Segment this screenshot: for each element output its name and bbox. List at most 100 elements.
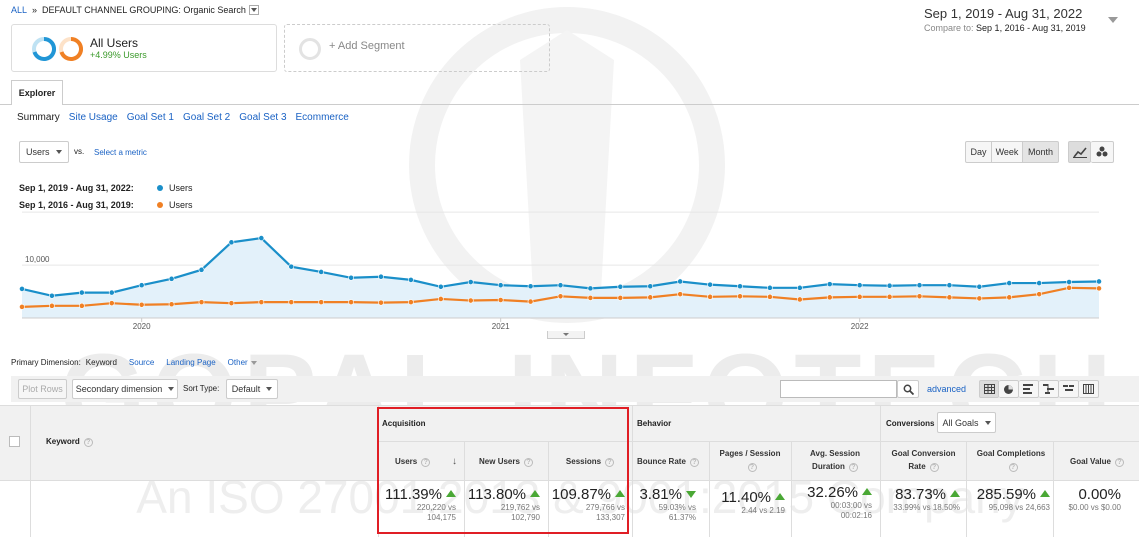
view-performance-button[interactable] xyxy=(1019,380,1039,398)
add-segment-button[interactable]: + Add Segment xyxy=(284,24,550,72)
point-current xyxy=(856,282,863,289)
col-header-goal-value[interactable]: Goal Value? xyxy=(1055,455,1139,468)
subtab-goal-set-2[interactable]: Goal Set 2 xyxy=(182,112,231,123)
point-current xyxy=(378,273,384,280)
point-previous xyxy=(318,299,325,306)
point-previous xyxy=(378,299,384,306)
segment-all-users[interactable]: All Users +4.99% Users xyxy=(11,24,277,72)
point-previous xyxy=(617,294,624,301)
line-chart-button[interactable] xyxy=(1068,141,1091,163)
granularity-month[interactable]: Month xyxy=(1023,141,1059,163)
tab-explorer-label: Explorer xyxy=(18,88,56,98)
point-previous xyxy=(1096,285,1102,292)
primary-dimension-other[interactable]: Other xyxy=(227,358,248,367)
col-header-sessions[interactable]: Sessions? xyxy=(548,455,632,468)
col-conv-rate-label: Goal Conversion Rate xyxy=(891,449,956,471)
view-table-button[interactable] xyxy=(979,380,999,398)
help-icon: ? xyxy=(1008,463,1018,472)
point-previous xyxy=(826,294,833,301)
point-previous xyxy=(288,299,295,306)
col-header-pages-session[interactable]: Pages / Session? xyxy=(709,447,791,473)
granularity-day-label: Day xyxy=(970,147,987,157)
view-term-cloud-button[interactable] xyxy=(1059,380,1079,398)
chart-resize-handle[interactable] xyxy=(547,331,585,339)
performance-view-icon xyxy=(1023,384,1033,394)
pie-view-icon xyxy=(1004,384,1013,394)
primary-dimension-keyword[interactable]: Keyword xyxy=(85,358,117,367)
primary-dimension-source[interactable]: Source xyxy=(128,358,155,367)
total-users-value: 111.39% xyxy=(385,486,442,503)
total-avg-duration: 32.26% 00:03:00 vs 00:02:16 xyxy=(793,484,872,521)
secondary-dimension-select[interactable]: Secondary dimension xyxy=(72,379,178,399)
point-previous xyxy=(228,300,235,307)
sort-desc-icon: ↓ xyxy=(452,456,457,467)
col-header-users[interactable]: Users? ↓ xyxy=(380,455,464,468)
subtab-ecommerce[interactable]: Ecommerce xyxy=(295,112,349,123)
point-previous xyxy=(497,297,504,303)
total-new-users-detail: 219,762 vs 102,790 xyxy=(500,503,540,522)
col-header-avg-duration[interactable]: Avg. Session Duration? xyxy=(795,447,875,473)
breadcrumb-all[interactable]: ALL xyxy=(11,5,28,15)
legend-row-current: Sep 1, 2019 - Aug 31, 2022: Users xyxy=(19,179,193,196)
col-divider xyxy=(548,441,549,537)
subtab-goal-set-1[interactable]: Goal Set 1 xyxy=(126,112,174,123)
increase-arrow-icon xyxy=(862,488,872,495)
col-goal-value-label: Goal Value xyxy=(1070,457,1111,466)
search-button[interactable] xyxy=(897,380,919,398)
tab-explorer[interactable]: Explorer xyxy=(11,80,63,105)
total-pages-session: 11.40% 2.44 vs 2.19 xyxy=(711,489,785,516)
select-metric-link[interactable]: Select a metric xyxy=(94,148,147,157)
view-pivot-button[interactable] xyxy=(1079,380,1099,398)
point-previous xyxy=(1066,284,1072,291)
total-pages-value: 11.40% xyxy=(721,489,771,506)
point-current xyxy=(348,274,354,281)
view-buttons xyxy=(979,380,1099,398)
x-tick-label: 2022 xyxy=(851,322,869,331)
tab-explorer-underlay xyxy=(12,104,62,105)
header-bottom-border xyxy=(0,480,1139,481)
motion-chart-button[interactable] xyxy=(1091,141,1114,163)
legend-dot-previous-icon xyxy=(157,201,163,208)
chart-type-group xyxy=(1068,141,1114,163)
point-current xyxy=(587,285,594,292)
point-previous xyxy=(19,303,25,310)
select-all-checkbox[interactable] xyxy=(9,436,20,447)
keyword-header[interactable]: Keyword? xyxy=(46,437,93,447)
point-current xyxy=(1006,280,1013,286)
view-pie-button[interactable] xyxy=(999,380,1019,398)
secondary-dimension-label: Secondary dimension xyxy=(75,384,163,394)
granularity-week[interactable]: Week xyxy=(992,141,1023,163)
point-current xyxy=(198,266,205,273)
point-previous xyxy=(138,301,145,308)
col-header-goal-completions[interactable]: Goal Completions? xyxy=(969,447,1053,473)
metric-select[interactable]: Users xyxy=(19,141,69,163)
point-previous xyxy=(767,293,773,300)
primary-dimension-bar: Primary Dimension: Keyword Source Landin… xyxy=(11,358,257,367)
help-icon: ? xyxy=(848,463,858,472)
granularity-day[interactable]: Day xyxy=(965,141,992,163)
advanced-link[interactable]: advanced xyxy=(927,384,967,394)
subtab-goal-set-3[interactable]: Goal Set 3 xyxy=(239,112,287,123)
col-header-bounce-rate[interactable]: Bounce Rate? xyxy=(632,455,709,468)
legend-row-previous: Sep 1, 2016 - Aug 31, 2019: Users xyxy=(19,196,193,213)
term-cloud-icon xyxy=(1063,385,1074,391)
subtab-site-usage[interactable]: Site Usage xyxy=(68,112,118,123)
plot-rows-label: Plot Rows xyxy=(22,384,63,394)
point-previous xyxy=(527,298,534,305)
view-comparison-button[interactable] xyxy=(1039,380,1059,398)
col-header-goal-conv-rate[interactable]: Goal Conversion Rate? xyxy=(882,447,965,473)
total-conv-rate-value: 83.73% xyxy=(895,486,946,503)
primary-dimension-landing-page[interactable]: Landing Page xyxy=(166,358,216,367)
subtab-summary[interactable]: Summary xyxy=(17,112,60,123)
point-current xyxy=(1036,280,1043,286)
breadcrumb-dropdown[interactable] xyxy=(248,5,259,15)
date-range-picker[interactable]: Sep 1, 2019 - Aug 31, 2022 Compare to: S… xyxy=(924,6,1119,33)
plot-rows-button[interactable]: Plot Rows xyxy=(18,379,67,399)
table-search-input[interactable] xyxy=(780,380,897,398)
line-chart-icon xyxy=(1072,147,1087,158)
primary-dimension-label: Primary Dimension: xyxy=(11,358,81,367)
all-goals-select[interactable]: All Goals xyxy=(937,412,996,433)
col-header-new-users[interactable]: New Users? xyxy=(464,455,548,468)
help-icon: ? xyxy=(605,458,615,467)
sort-type-select[interactable]: Default xyxy=(226,379,278,399)
